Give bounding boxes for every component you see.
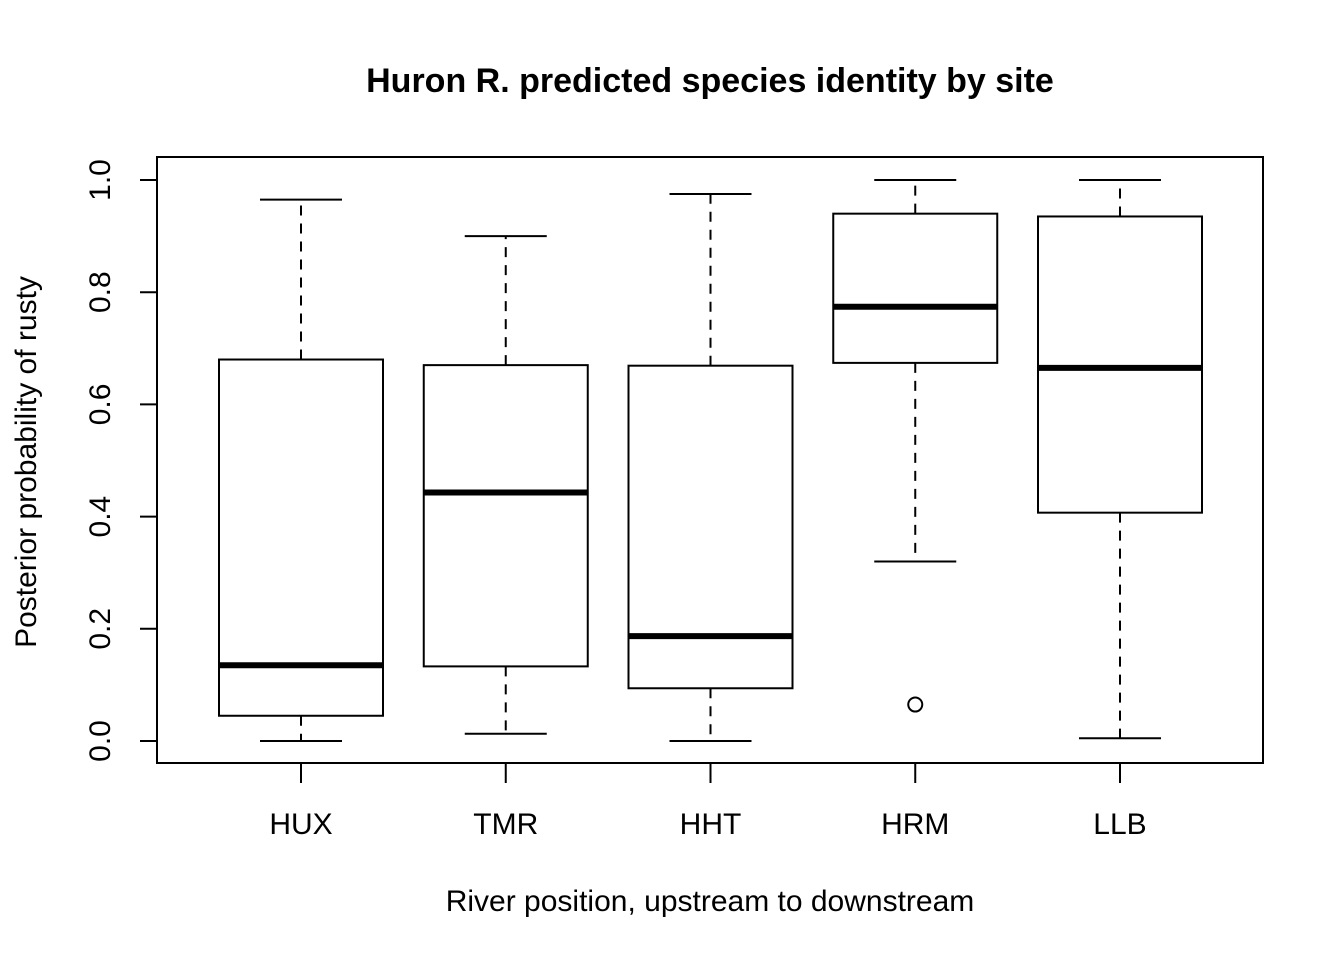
y-tick-label: 0.6 xyxy=(84,384,117,426)
iqr-box xyxy=(422,364,589,668)
box-hrm xyxy=(832,179,999,713)
iqr-box xyxy=(218,358,384,717)
x-tick-label: HUX xyxy=(269,808,332,841)
x-tick-label: HHT xyxy=(680,808,742,841)
iqr-box xyxy=(627,364,794,690)
box-tmr xyxy=(422,235,589,735)
y-tick-label: 1.0 xyxy=(84,159,117,201)
x-axis: HUX TMR HHT HRM LLB xyxy=(269,763,1147,841)
iqr-box xyxy=(832,212,999,364)
outlier-point xyxy=(907,696,924,713)
y-tick-label: 0.2 xyxy=(84,608,117,650)
box-hux xyxy=(218,198,384,742)
y-tick-label: 0.4 xyxy=(84,496,117,538)
box-llb xyxy=(1037,179,1203,740)
chart-title: Huron R. predicted species identity by s… xyxy=(366,62,1054,100)
x-tick-label: HRM xyxy=(881,808,949,841)
y-tick-label: 0.0 xyxy=(84,720,117,762)
y-tick-label: 0.8 xyxy=(84,271,117,313)
x-tick-label: TMR xyxy=(473,808,538,841)
y-axis: 0.0 0.2 0.4 0.6 0.8 1.0 xyxy=(84,159,157,762)
x-axis-label: River position, upstream to downstream xyxy=(446,885,975,918)
iqr-box xyxy=(1037,215,1203,514)
box-hht xyxy=(627,193,794,742)
box-group xyxy=(218,179,1203,742)
x-tick-label: LLB xyxy=(1093,808,1146,841)
y-axis-label: Posterior probability of rusty xyxy=(10,276,43,648)
